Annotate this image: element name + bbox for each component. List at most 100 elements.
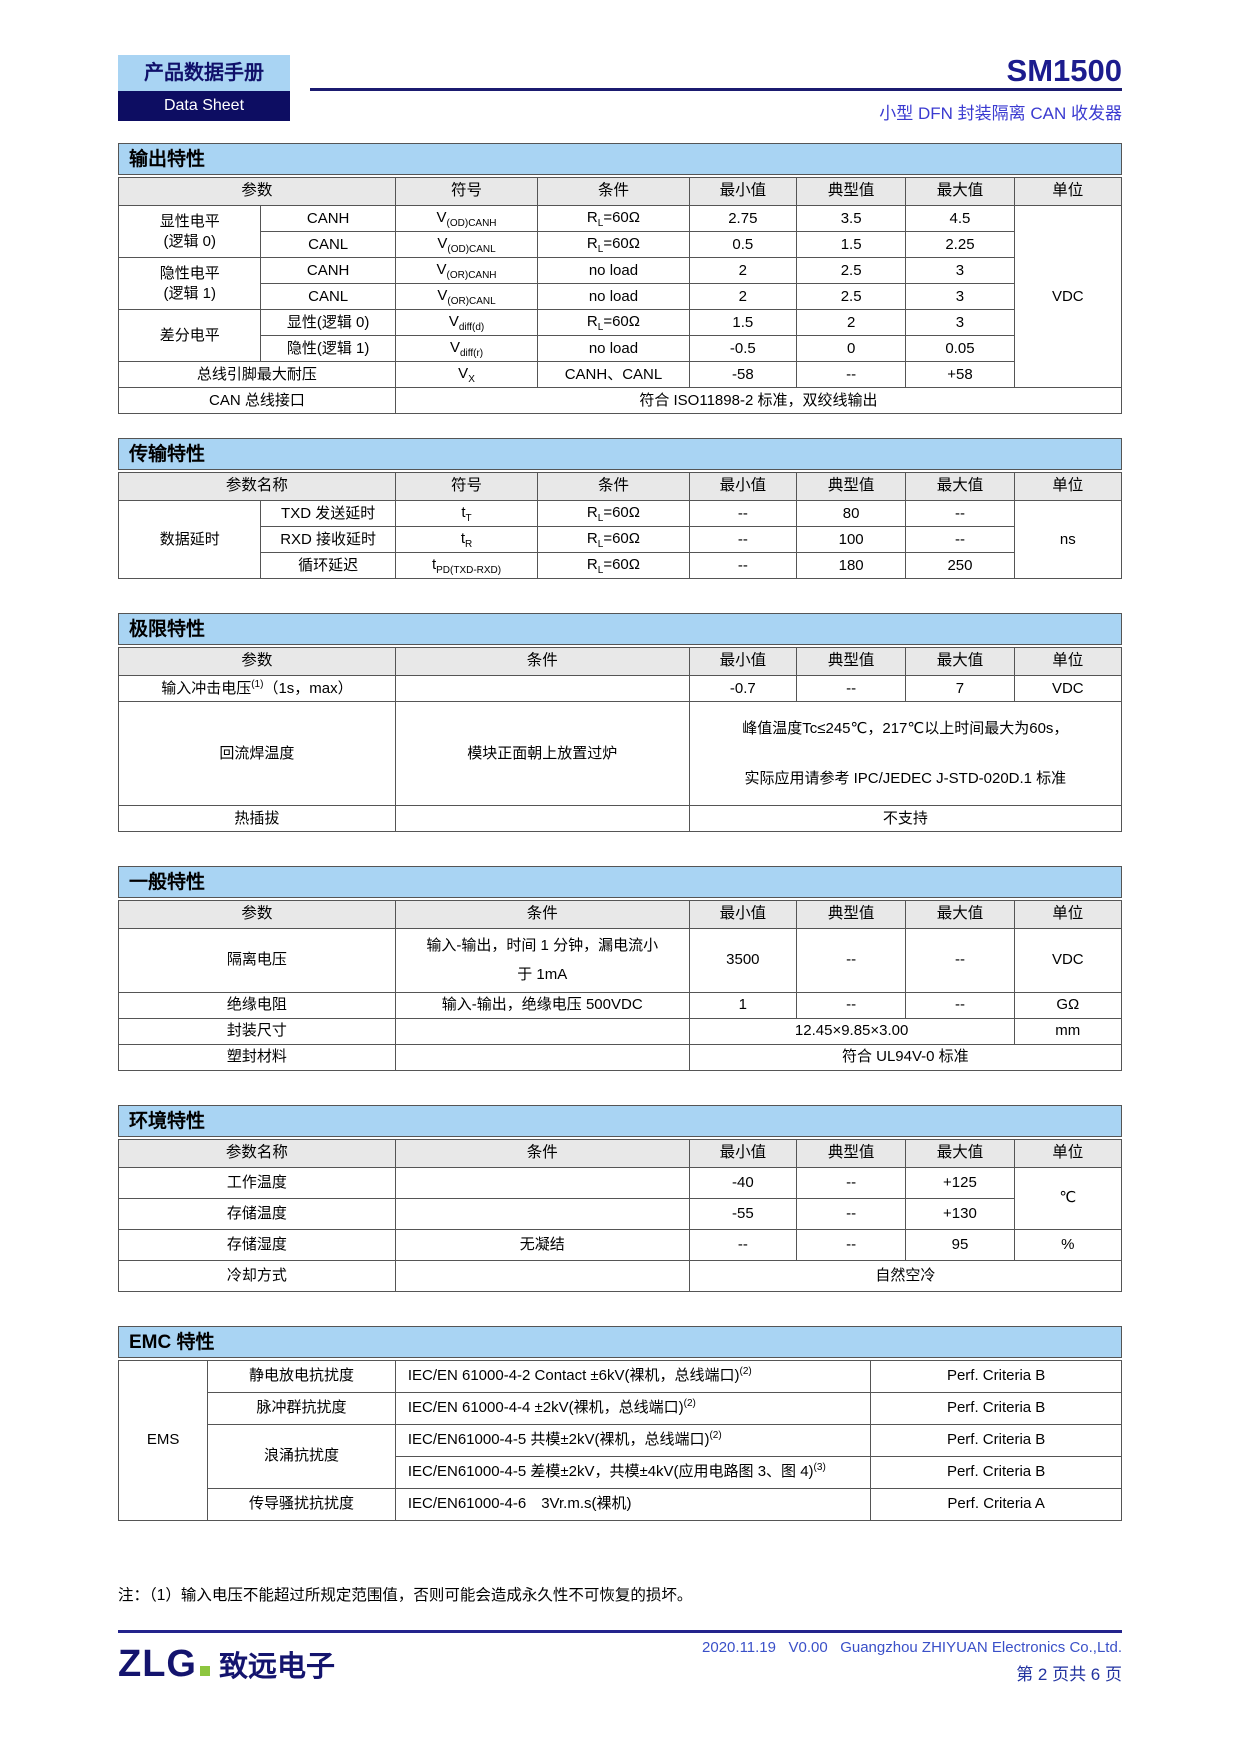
cell: Perf. Criteria A (870, 1487, 1122, 1521)
column-header: 典型值 (795, 647, 907, 676)
cell: 回流焊温度 (118, 701, 396, 806)
data-row: 数据延时 TXD 发送延时 tT RL=60Ω -- 80 -- ns (117, 500, 1123, 579)
zlg-logo: ZLG 致远电子 (118, 1639, 335, 1686)
cell: no load (537, 283, 690, 310)
cell: no load (537, 257, 690, 284)
cell: 循环延迟 (260, 552, 396, 579)
column-header: 最大值 (905, 472, 1015, 501)
column-header: 条件 (394, 647, 690, 676)
cell: -- (688, 552, 797, 579)
column-header: 典型值 (795, 472, 907, 501)
data-row: IEC/EN61000-4-5 差模±2kV，共模±4kV(应用电路图 3、图 … (119, 1455, 1122, 1489)
cell: ns (1013, 500, 1123, 579)
cell: V(OD)CANL (394, 231, 539, 258)
data-row: 存储温度 -55 -- +130 (118, 1197, 1122, 1230)
cell: 80 (795, 500, 907, 527)
column-header: 最小值 (688, 900, 797, 929)
column-header: 单位 (1013, 1138, 1123, 1168)
cell: EMS (117, 1359, 209, 1521)
cell (394, 1017, 690, 1045)
column-header: 最大值 (905, 177, 1015, 206)
cell: Perf. Criteria B (870, 1391, 1122, 1425)
column-header: 典型值 (795, 177, 907, 206)
data-row: 隐性(逻辑 1) Vdiff(r) no load -0.5 0 0.05 (119, 335, 1122, 362)
product-subtitle: 小型 DFN 封装隔离 CAN 收发器 (879, 104, 1122, 123)
cell: 工作温度 (118, 1166, 396, 1199)
cell (394, 805, 690, 832)
column-header: 条件 (394, 900, 690, 929)
cell: TXD 发送延时 (260, 500, 396, 527)
cell: RL=60Ω (537, 552, 690, 579)
column-header: 最小值 (688, 472, 797, 501)
cell: 存储温度 (118, 1197, 396, 1230)
data-row: 传导骚扰抗扰度 IEC/EN61000-4-6 3Vr.m.s(裸机) Perf. … (119, 1487, 1122, 1521)
cell: 3 (905, 257, 1015, 284)
data-row: 存储湿度 无凝结 -- -- 95% (118, 1228, 1123, 1261)
cell (394, 675, 690, 702)
cell: 隔离电压 (118, 928, 396, 993)
section-limit: 极限特性 参数 条件 最小值 典型值 最大值 单位 输入冲击电压(1)（1s，max） -0.7… (118, 613, 1123, 832)
cell: 7 (905, 675, 1015, 702)
cell: -58 (688, 361, 797, 388)
cell: RL=60Ω (537, 231, 690, 258)
cell: 100 (795, 526, 907, 553)
cell: 存储湿度 (118, 1228, 396, 1261)
table-general: 参数 条件 最小值 典型值 最大值 单位 隔离电压 输入-输出，时间 1 分钟，漏电流小 于 … (118, 900, 1123, 1071)
cell: IEC/EN 61000-4-4 ±2kV(裸机，总线端口)(2) (394, 1391, 872, 1425)
cell: 3.5 (795, 205, 907, 232)
cell: RL=60Ω (537, 205, 690, 232)
section-title-limit: 极限特性 (118, 613, 1122, 645)
cell: VDC (1013, 675, 1123, 702)
cell: Perf. Criteria B (870, 1359, 1122, 1393)
data-row: 热插拔 不支持 (118, 805, 1123, 832)
cell: VDC (1013, 928, 1123, 993)
data-row: CANL V(OR)CANL no load 2 2.5 3 (119, 283, 1122, 310)
page-header: 产品数据手册 Data Sheet SM1500 小型 DFN 封装隔离 CAN… (118, 0, 1122, 124)
cell: CANH (260, 257, 396, 284)
column-header: 条件 (394, 1138, 690, 1168)
table-output: 参数 符号 条件 最小值 典型值 最大值 单位 显性电平 (逻辑 0) CANH V(OD)CAN… (117, 177, 1123, 414)
cell: 显性电平 (逻辑 0) (117, 205, 262, 258)
column-header: 最大值 (905, 900, 1015, 929)
cell: 1.5 (688, 309, 797, 336)
footer-right: 2020.11.19 V0.00 Guangzhou ZHIYUAN Elect… (702, 1639, 1122, 1685)
cell: RXD 接收延时 (260, 526, 396, 553)
cell: tR (394, 526, 539, 553)
cell: 符合 UL94V-0 标准 (688, 1043, 1123, 1071)
data-row: EMS 静电放电抗扰度 IEC/EN 61000-4-2 Contact ±6kV(… (117, 1359, 1122, 1521)
table-environment: 参数名称 条件 最小值 典型值 最大值 单位 工作温度 -40 -- +125 ℃ 存储温度 -55 --… (118, 1138, 1123, 1292)
table-limit: 参数 条件 最小值 典型值 最大值 单位 输入冲击电压(1)（1s，max） -0.7 -- 7 V… (118, 647, 1123, 832)
section-title-output: 输出特性 (118, 143, 1122, 175)
cell: 绝缘电阻 (118, 991, 396, 1019)
cell: Vdiff(d) (394, 309, 539, 336)
cell: GΩ (1013, 991, 1123, 1019)
cell: -- (795, 1228, 907, 1261)
cell: IEC/EN61000-4-6 3Vr.m.s(裸机) (394, 1487, 872, 1521)
cell: -40 (688, 1166, 797, 1199)
cell: IEC/EN61000-4-5 共模±2kV(裸机，总线端口)(2) (394, 1423, 872, 1457)
cell: 总线引脚最大耐压 (118, 361, 396, 388)
cell: Perf. Criteria B (870, 1455, 1122, 1489)
section-general: 一般特性 参数 条件 最小值 典型值 最大值 单位 隔离电压 输入-输出，时间 1 分钟，漏电流… (118, 866, 1123, 1071)
section-title-emc: EMC 特性 (118, 1325, 1122, 1358)
column-header: 符号 (394, 177, 539, 206)
cell (394, 1259, 690, 1292)
cell: 自然空冷 (688, 1259, 1123, 1292)
cell: VDC (1013, 205, 1123, 388)
column-header: 条件 (537, 177, 690, 206)
cell: -0.7 (688, 675, 797, 702)
cell: -- (905, 526, 1015, 553)
doc-type-en-badge: Data Sheet (118, 91, 290, 121)
cell: 热插拔 (118, 805, 396, 832)
cell: RL=60Ω (537, 309, 690, 336)
cell (394, 1166, 690, 1199)
cell: 3 (905, 283, 1015, 310)
cell: 峰值温度Tc≤245℃，217℃以上时间最大为60s， 实际应用请参考 IPC/… (688, 701, 1123, 806)
column-header: 参数名称 (118, 1138, 396, 1168)
column-header: 参数名称 (118, 472, 396, 501)
data-row: 隔离电压 输入-输出，时间 1 分钟，漏电流小 于 1mA 3500 -- -- VDC (118, 928, 1123, 993)
cell: CANH (260, 205, 396, 232)
cell: 1 (688, 991, 797, 1019)
data-row: CAN 总线接口 符合 ISO11898-2 标准，双绞线输出 (118, 387, 1123, 414)
